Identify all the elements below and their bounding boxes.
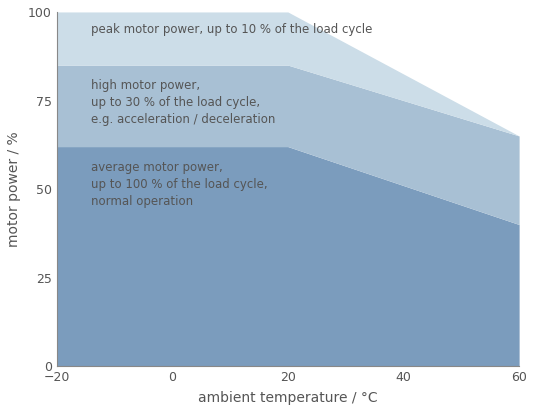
X-axis label: ambient temperature / °C: ambient temperature / °C bbox=[198, 391, 378, 405]
Text: high motor power,
up to 30 % of the load cycle,
e.g. acceleration / deceleration: high motor power, up to 30 % of the load… bbox=[91, 79, 276, 126]
Text: peak motor power, up to 10 % of the load cycle: peak motor power, up to 10 % of the load… bbox=[91, 23, 373, 35]
Text: average motor power,
up to 100 % of the load cycle,
normal operation: average motor power, up to 100 % of the … bbox=[91, 161, 268, 208]
Y-axis label: motor power / %: motor power / % bbox=[7, 131, 21, 247]
